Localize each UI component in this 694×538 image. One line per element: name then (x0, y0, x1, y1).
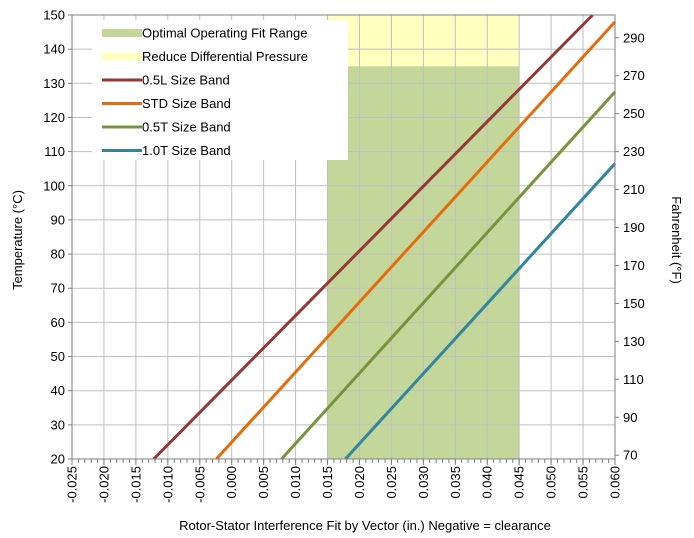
y-right-tick-label: 70 (623, 448, 637, 463)
x-tick-label: 0.035 (448, 466, 463, 499)
legend-swatch (102, 29, 142, 37)
legend-label: 0.5L Size Band (142, 73, 230, 88)
x-tick-label: 0.045 (512, 466, 527, 499)
x-tick-label: 0.050 (544, 466, 559, 499)
y-right-tick-label: 230 (623, 144, 645, 159)
y-left-tick-label: 30 (51, 417, 65, 432)
y-left-axis-title: Temperature (°C) (10, 190, 25, 290)
x-tick-label: 0.030 (416, 466, 431, 499)
legend-label: Optimal Operating Fit Range (142, 26, 307, 41)
y-left-tick-label: 110 (44, 144, 65, 159)
x-tick-label: 0.005 (256, 466, 271, 499)
y-right-axis-title: Fahrenheit (°F) (669, 196, 684, 284)
x-tick-label: 0.040 (480, 466, 495, 499)
legend-label: STD Size Band (142, 96, 231, 111)
y-left-tick-label: 130 (43, 76, 65, 91)
x-tick-label: 0.015 (320, 466, 335, 499)
x-tick-label: 0.025 (384, 466, 399, 499)
series-layer (152, 13, 617, 461)
y-right-tick-label: 210 (623, 182, 645, 197)
y-right-tick-label: 190 (623, 220, 645, 235)
plot-frame (71, 14, 616, 460)
x-tick-label: -0.025 (65, 466, 80, 503)
series-line-0-5t-size-band (280, 90, 617, 461)
y-right-tick-label: 130 (623, 334, 645, 349)
y-right-tick-label: 110 (623, 372, 644, 387)
y-right-tick-label: 90 (623, 410, 637, 425)
series-line-0-5l-size-band (152, 13, 594, 461)
y-left-tick-label: 100 (43, 178, 65, 193)
y-left-tick-label: 90 (51, 212, 65, 227)
legend-background (92, 20, 348, 160)
y-right-tick-label: 250 (623, 106, 645, 121)
y-left-tick-label: 70 (51, 281, 65, 296)
legend-label: Reduce Differential Pressure (142, 49, 308, 64)
legend-swatch (102, 52, 142, 61)
y-right-tick-label: 150 (623, 296, 645, 311)
x-tick-label: -0.015 (128, 466, 143, 503)
x-tick-label: 0.020 (352, 466, 367, 499)
series-line-1-0t-size-band (344, 162, 617, 461)
y-left-tick-label: 20 (51, 452, 65, 467)
x-tick-label: 0.000 (224, 466, 239, 499)
y-left-tick-label: 80 (51, 247, 65, 262)
y-right-tick-label: 170 (623, 258, 645, 273)
y-right-tick-label: 270 (623, 68, 645, 83)
x-tick-label: 0.010 (288, 466, 303, 499)
legend: Optimal Operating Fit Range Reduce Differ… (92, 20, 348, 160)
y-left-tick-label: 50 (51, 349, 65, 364)
ticks-layer: -0.025 -0.020 -0.015 -0.010 -0.005 0.000 0.005… (43, 8, 644, 503)
y-left-tick-label: 60 (51, 315, 65, 330)
legend-label: 1.0T Size Band (142, 143, 231, 158)
y-right-tick-label: 290 (623, 30, 645, 45)
x-tick-label: -0.005 (192, 466, 207, 503)
legend-label: 0.5T Size Band (142, 120, 231, 135)
x-tick-label: 0.055 (576, 466, 591, 499)
x-tick-label: -0.020 (96, 466, 111, 503)
y-left-tick-label: 150 (43, 8, 65, 23)
y-left-tick-label: 40 (51, 383, 65, 398)
x-tick-label: 0.060 (608, 466, 623, 499)
series-line-std-size-band (215, 20, 617, 461)
x-tick-label: -0.010 (160, 466, 175, 503)
y-left-tick-label: 140 (43, 42, 65, 57)
y-left-tick-label: 120 (43, 110, 65, 125)
axes-layer (71, 14, 616, 460)
x-axis-title: Rotor-Stator Interference Fit by Vector … (179, 518, 551, 533)
